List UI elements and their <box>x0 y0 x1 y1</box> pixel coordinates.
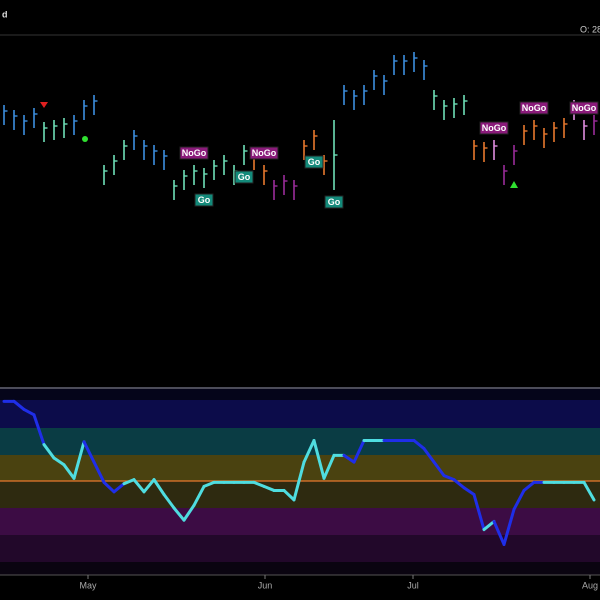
signal-label: Go <box>198 195 211 205</box>
band <box>0 428 600 455</box>
band <box>0 535 600 562</box>
signal-badge <box>324 195 344 209</box>
oscillator-segment <box>72 440 86 480</box>
band <box>0 400 600 428</box>
oscillator-segment <box>22 407 36 417</box>
oscillator-segment <box>522 480 536 492</box>
signal-badge <box>194 193 214 207</box>
oscillator-segment <box>152 478 166 496</box>
oscillator-segment <box>172 506 186 522</box>
oscillator-segment <box>322 453 336 480</box>
x-tick-label: May <box>79 580 97 590</box>
oscillator-segment <box>482 520 496 532</box>
oscillator-segment <box>162 493 176 510</box>
oscillator-segment <box>102 480 116 494</box>
oscillator-segment <box>582 480 596 502</box>
oscillator-segment <box>452 478 466 490</box>
signal-badge <box>569 101 599 115</box>
signal-label: NoGo <box>522 103 547 113</box>
oscillator-segment <box>442 474 456 482</box>
oscillator-segment <box>202 480 216 488</box>
oscillator-segment <box>122 478 136 486</box>
signal-label: NoGo <box>182 148 207 158</box>
oscillator-segment <box>512 488 526 511</box>
x-tick-label: Aug <box>582 580 598 590</box>
signal-badge <box>479 121 509 135</box>
oscillator-segment <box>432 460 446 478</box>
oscillator-segment <box>82 440 96 464</box>
oscillator-segment <box>462 486 476 496</box>
signal-badge <box>304 155 324 169</box>
oscillator-segment <box>142 478 156 494</box>
x-tick-label: Jul <box>407 580 419 590</box>
oscillator-segment <box>182 503 196 522</box>
signal-label: Go <box>308 157 321 167</box>
oscillator-segment <box>132 478 146 494</box>
signal-label: Go <box>328 197 341 207</box>
oscillator-segment <box>262 484 276 492</box>
oscillator-segment <box>12 399 26 411</box>
oscillator-segment <box>32 413 46 447</box>
x-tick-label: Jun <box>258 580 273 590</box>
signal-label: NoGo <box>252 148 277 158</box>
signal-marker <box>510 181 518 188</box>
signal-badge <box>179 146 209 160</box>
oscillator-segment <box>352 439 366 464</box>
header-left: d <box>2 9 8 19</box>
band <box>0 481 600 508</box>
signal-label: NoGo <box>572 103 597 113</box>
band <box>0 562 600 575</box>
oscillator-segment <box>92 460 106 484</box>
oscillator-segment <box>502 507 516 546</box>
signal-badge <box>234 170 254 184</box>
oscillator-segment <box>312 439 326 480</box>
oscillator-segment <box>422 447 436 464</box>
signal-label: NoGo <box>482 123 507 133</box>
signal-badge <box>519 101 549 115</box>
oscillator-segment <box>292 460 306 502</box>
band <box>0 508 600 535</box>
oscillator-segment <box>42 443 56 460</box>
oscillator-segment <box>192 484 206 507</box>
band <box>0 389 600 400</box>
signal-label: Go <box>238 172 251 182</box>
oscillator-segment <box>252 480 266 488</box>
signal-marker <box>40 102 48 108</box>
header-right: O: 28 <box>580 24 600 34</box>
signal-badge <box>249 146 279 160</box>
oscillator-segment <box>472 493 486 532</box>
oscillator-segment <box>282 488 296 502</box>
oscillator-segment <box>52 456 66 467</box>
oscillator-segment <box>492 520 506 546</box>
oscillator-segment <box>342 453 356 464</box>
oscillator-segment <box>112 482 126 494</box>
oscillator-segment <box>412 439 426 451</box>
signal-marker <box>82 136 88 142</box>
oscillator-segment <box>62 463 76 480</box>
oscillator-segment <box>302 439 316 464</box>
